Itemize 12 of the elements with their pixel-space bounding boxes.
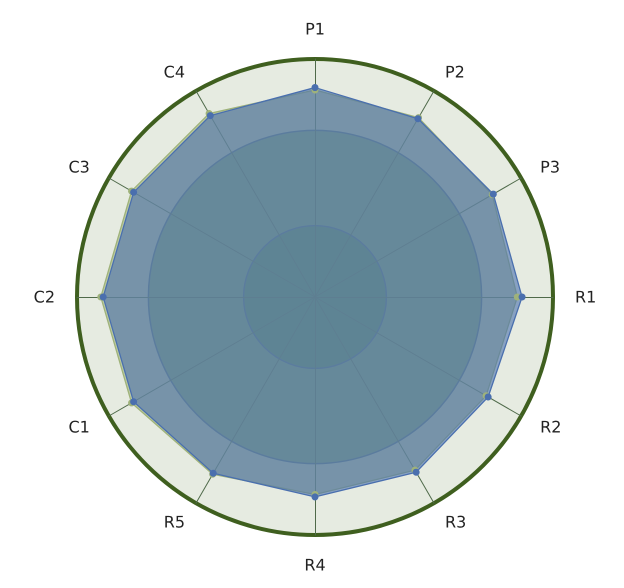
spoke-label: C4 [164,62,185,82]
spoke-label: R4 [304,556,326,574]
spoke-label: P3 [540,158,560,176]
spoke-label: R1 [575,288,596,306]
spoke-label: P1 [305,20,325,38]
spoke-label: C3 [68,158,90,176]
spoke-label: C2 [34,288,55,306]
spoke-label: R2 [540,418,562,436]
spoke-label: C1 [68,418,90,436]
spoke-label: P2 [445,62,465,82]
spoke-label: R5 [164,512,185,532]
spoke-label: R3 [445,512,466,532]
